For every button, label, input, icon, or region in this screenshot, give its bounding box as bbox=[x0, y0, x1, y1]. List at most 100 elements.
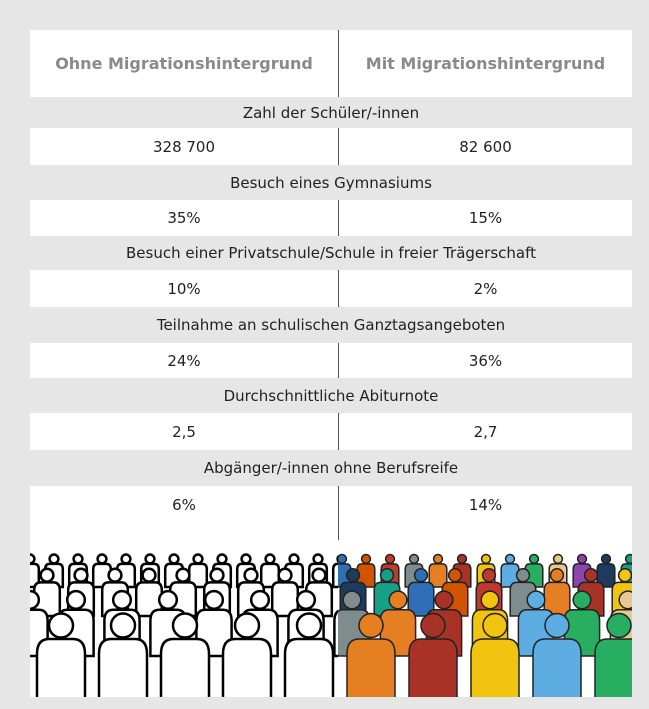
figure bbox=[428, 563, 448, 588]
crowd bbox=[30, 553, 338, 697]
figure bbox=[221, 637, 273, 697]
section-label-row: Teilnahme an schulischen Ganztagsangebot… bbox=[30, 307, 632, 343]
figure bbox=[47, 612, 75, 639]
figure bbox=[134, 581, 164, 618]
value-cell: 35% bbox=[167, 209, 201, 227]
figure bbox=[338, 563, 352, 588]
value-row: 328 700 82 600 bbox=[30, 128, 632, 165]
figure bbox=[456, 553, 468, 565]
figure bbox=[388, 590, 408, 610]
figure bbox=[73, 567, 89, 583]
figure bbox=[243, 567, 259, 583]
figure bbox=[171, 612, 199, 639]
figure bbox=[283, 637, 335, 697]
figure bbox=[447, 568, 463, 583]
figure bbox=[96, 553, 108, 565]
figure bbox=[249, 589, 271, 610]
figure bbox=[48, 553, 60, 565]
figure bbox=[596, 563, 616, 588]
figure bbox=[288, 553, 300, 565]
figure bbox=[259, 562, 281, 589]
section-label-row: Abgänger/-innen ohne Berufsreife bbox=[30, 450, 632, 486]
figure bbox=[30, 553, 36, 565]
figure bbox=[346, 638, 396, 697]
figure bbox=[384, 553, 396, 565]
figure bbox=[35, 637, 87, 697]
figure bbox=[32, 581, 62, 618]
value-cell: 24% bbox=[167, 351, 201, 370]
figure bbox=[544, 612, 570, 639]
figure bbox=[216, 553, 228, 565]
crowd bbox=[338, 553, 632, 697]
figure bbox=[295, 612, 323, 639]
figure bbox=[233, 612, 261, 639]
figure bbox=[360, 553, 372, 565]
figure bbox=[30, 589, 41, 610]
value-cell: 15% bbox=[338, 200, 632, 236]
figure bbox=[338, 553, 348, 565]
figure bbox=[72, 553, 84, 565]
section-label-row: Zahl der Schüler/-innen bbox=[30, 97, 632, 128]
figure bbox=[379, 568, 395, 583]
figure bbox=[39, 567, 55, 583]
figure bbox=[144, 553, 156, 565]
figure bbox=[583, 568, 599, 583]
figure bbox=[434, 590, 454, 610]
figure bbox=[270, 581, 300, 618]
value-row: 2,5 2,7 bbox=[30, 413, 632, 450]
figure bbox=[532, 638, 582, 697]
figure bbox=[413, 568, 429, 583]
figure bbox=[65, 589, 87, 610]
figure bbox=[576, 553, 588, 565]
figure bbox=[295, 589, 317, 610]
section-label-row: Besuch einer Privatschule/Schule in frei… bbox=[30, 236, 632, 270]
figure bbox=[97, 637, 149, 697]
figure bbox=[203, 589, 225, 610]
figure bbox=[312, 553, 324, 565]
figure bbox=[358, 612, 384, 639]
value-row: 24% 36% bbox=[30, 343, 632, 378]
figure bbox=[240, 553, 252, 565]
value-cell: 2% bbox=[338, 270, 632, 307]
value-cell: 328 700 bbox=[152, 137, 216, 156]
figure bbox=[107, 567, 123, 583]
figure bbox=[342, 590, 362, 610]
figure bbox=[600, 553, 612, 565]
column-header: Ohne Migrationshintergrund bbox=[55, 54, 313, 73]
figure bbox=[111, 589, 133, 610]
figure bbox=[304, 581, 334, 618]
figure bbox=[333, 609, 338, 658]
figure bbox=[480, 553, 492, 565]
figure bbox=[504, 553, 516, 565]
figure bbox=[480, 590, 500, 610]
figure bbox=[157, 589, 179, 610]
figure bbox=[408, 553, 420, 565]
figure bbox=[356, 563, 376, 588]
figure bbox=[617, 568, 632, 583]
value-row: 10% 2% bbox=[30, 270, 632, 307]
value-cell: 10% bbox=[167, 279, 201, 298]
figure bbox=[336, 554, 338, 563]
figure bbox=[264, 553, 276, 565]
figure bbox=[168, 553, 180, 565]
figure bbox=[30, 562, 41, 589]
column-header: Mit Migrationshintergrund bbox=[338, 30, 632, 97]
figure bbox=[277, 567, 293, 583]
figure bbox=[432, 553, 444, 565]
figure bbox=[187, 562, 209, 589]
figure bbox=[109, 612, 137, 639]
figure bbox=[141, 567, 157, 583]
figure bbox=[192, 553, 204, 565]
figure bbox=[481, 568, 497, 583]
figure bbox=[572, 590, 592, 610]
figure bbox=[209, 567, 225, 583]
section-label-row: Besuch eines Gymnasiums bbox=[30, 165, 632, 200]
figure bbox=[331, 562, 338, 589]
figure bbox=[618, 590, 632, 610]
figure bbox=[482, 612, 508, 639]
value-row: 6% 14% bbox=[30, 486, 632, 540]
figure bbox=[526, 590, 546, 610]
figure bbox=[606, 612, 632, 639]
figure bbox=[470, 638, 520, 697]
